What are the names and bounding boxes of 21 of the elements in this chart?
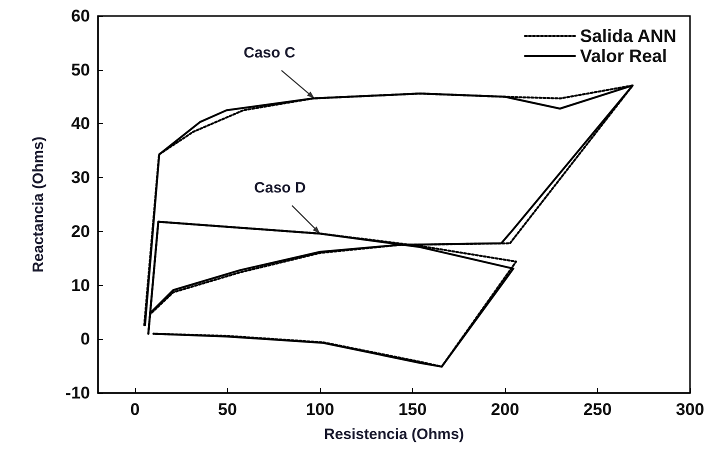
x-axis-title: Resistencia (Ohms) [324,426,464,443]
y-tick-label: -10 [65,384,90,402]
x-tick-label: 250 [583,400,612,419]
y-tick-label: 60 [71,6,90,26]
y-tick-label: 0 [80,330,90,349]
y-tick-label: 50 [71,60,90,80]
x-tick-label: 50 [218,400,237,419]
x-tick-label: 200 [490,400,520,419]
x-tick-label: 100 [306,400,334,419]
annotation: Caso C [244,44,296,62]
annotation: Caso D [254,180,306,197]
legend-label: Salida ANN [580,26,676,46]
x-tick-label: 300 [676,400,704,419]
x-tick-label: 150 [398,400,427,419]
legend-label: Valor Real [580,46,668,66]
y-tick-label: 30 [71,168,90,188]
y-tick-label: 40 [71,114,90,134]
y-axis-title: Reactancia (Ohms) [30,136,47,272]
y-tick-label: 20 [71,222,90,241]
y-tick-label: 10 [71,276,90,295]
x-tick-label: 0 [130,400,140,419]
